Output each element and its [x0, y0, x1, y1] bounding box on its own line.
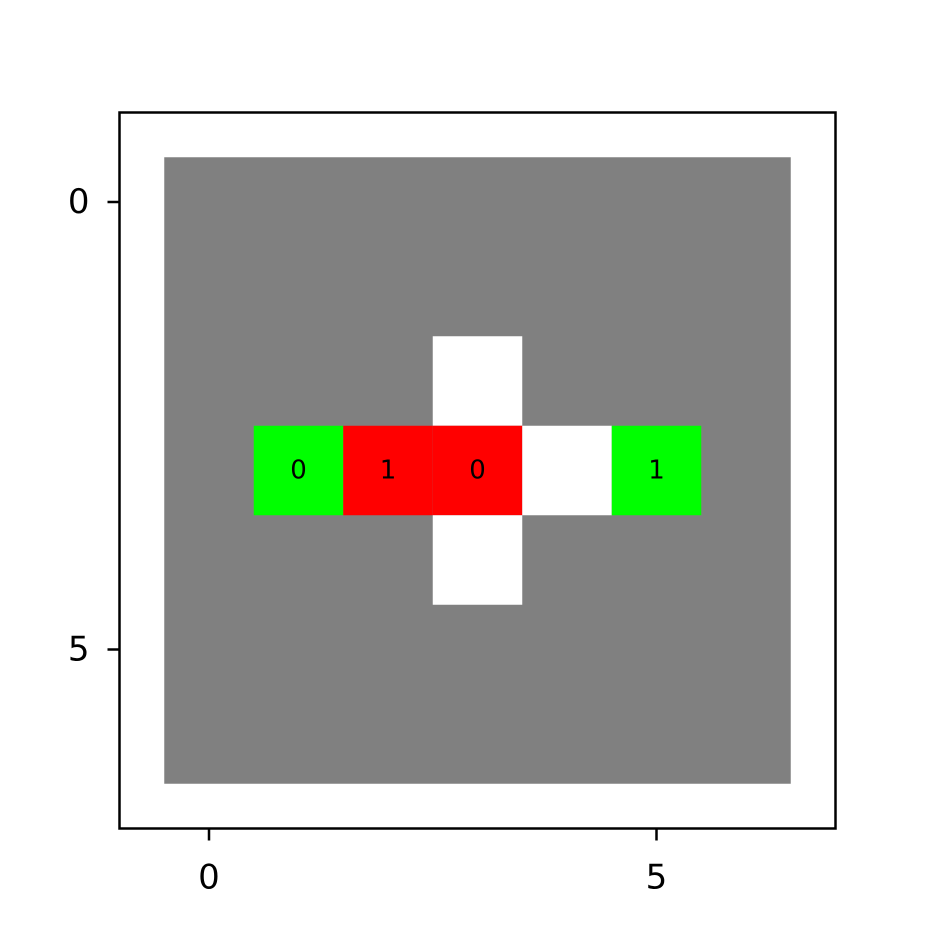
labels-layer: 0 1 0 1 — [290, 456, 665, 486]
y-tick-label: 5 — [68, 630, 90, 670]
plot-frame — [118, 111, 837, 830]
x-tick-label: 0 — [198, 858, 220, 898]
grid-cell — [343, 425, 433, 516]
y-tick-label: 0 — [68, 182, 90, 222]
grid-cell — [611, 425, 702, 516]
cell-label: 0 — [290, 456, 307, 486]
x-tick-label: 5 — [646, 858, 668, 898]
grid-cell — [522, 425, 612, 516]
grid-cell — [432, 515, 523, 605]
cell-label: 1 — [648, 456, 665, 486]
ticks-layer: 0 5 0 5 — [68, 182, 667, 898]
grid-cell — [432, 336, 523, 426]
grid-cell — [253, 425, 344, 516]
cells-layer — [164, 157, 791, 784]
grid-cell — [432, 425, 523, 516]
cell-label: 1 — [380, 456, 397, 486]
cell-label: 0 — [469, 456, 486, 486]
